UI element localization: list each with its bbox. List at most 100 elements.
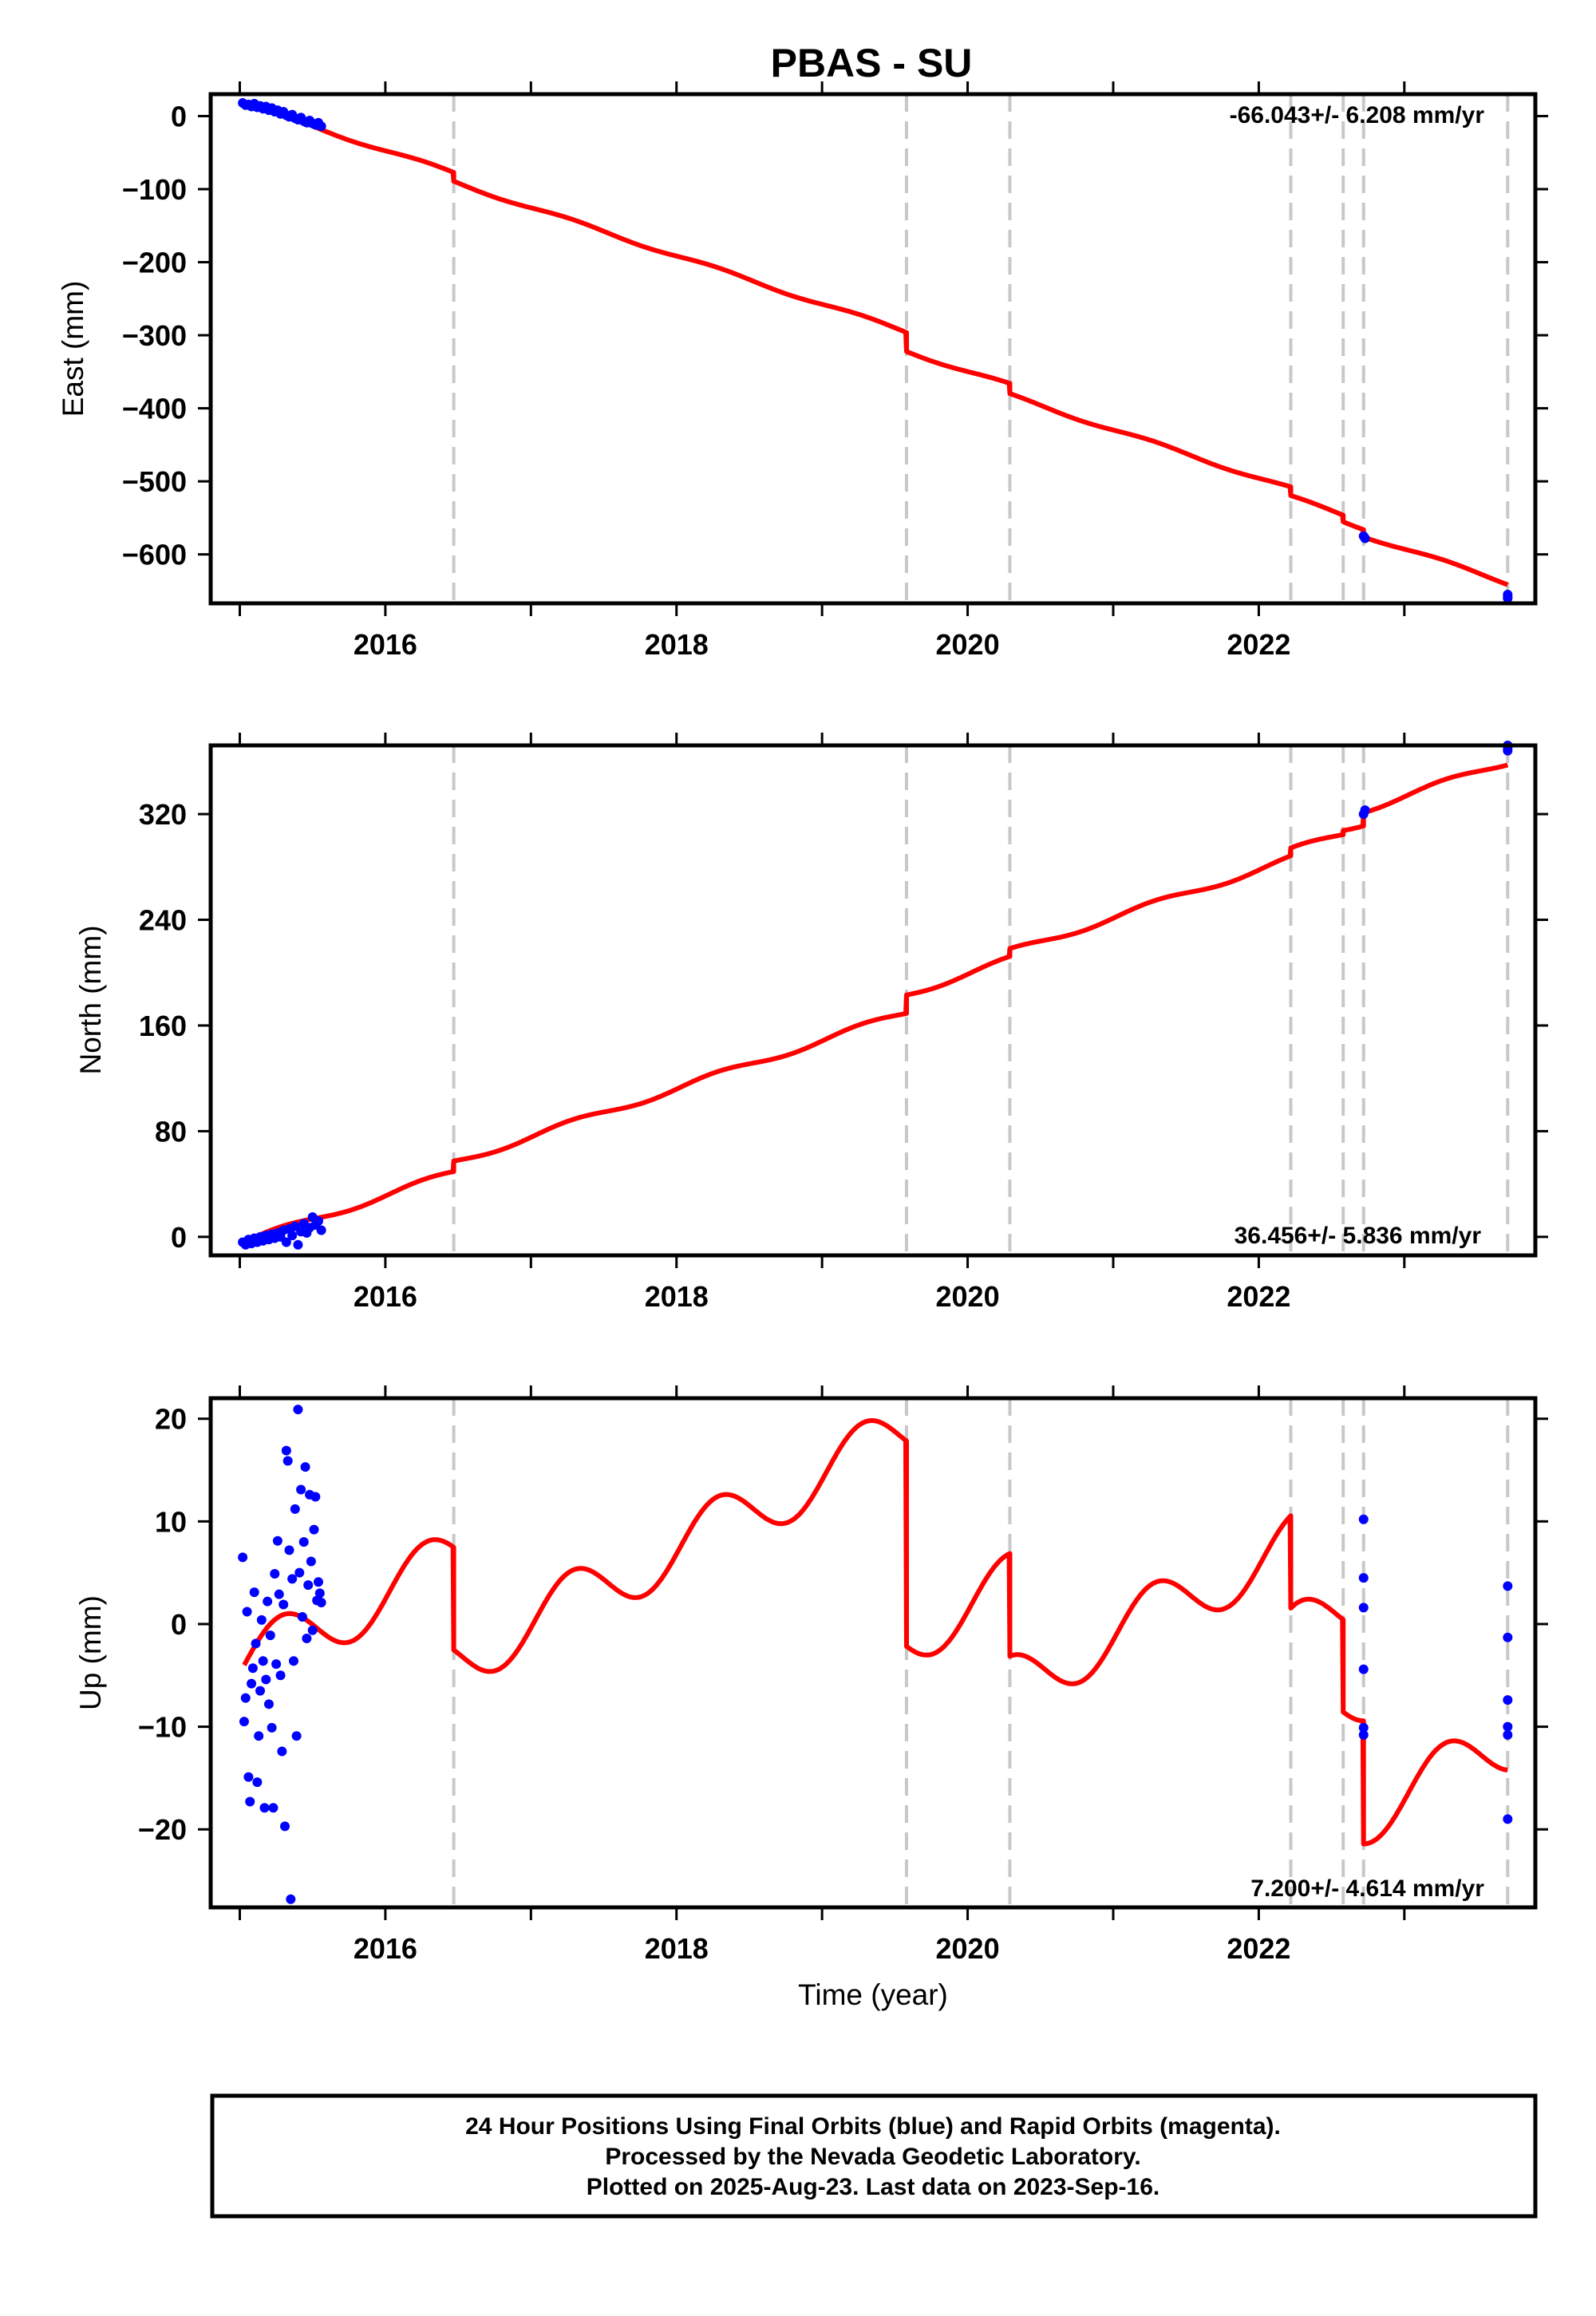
up-final-point: [1358, 1573, 1369, 1583]
up-y-tick-label: 10: [155, 1505, 187, 1538]
up-final-point: [245, 1796, 255, 1807]
north-final-point: [293, 1239, 303, 1250]
up-final-point: [265, 1630, 275, 1641]
up-final-point: [267, 1722, 277, 1733]
up-final-point: [268, 1803, 279, 1813]
up-x-tick-label: 2022: [1227, 1932, 1290, 1965]
up-y-tick-label: 0: [171, 1608, 187, 1641]
up-final-point: [290, 1504, 300, 1514]
up-final-point: [296, 1484, 306, 1495]
up-final-point: [277, 1746, 287, 1757]
up-final-point: [1503, 1695, 1513, 1705]
up-final-point: [284, 1545, 294, 1555]
up-final-point: [254, 1731, 264, 1741]
up-final-point: [1358, 1603, 1369, 1613]
up-panel: 20 10 0 −10 −20 2016 2018 2020 2022 Up (mm) 7.20…: [74, 1385, 1548, 1965]
up-final-point: [279, 1599, 289, 1610]
up-x-tick-label: 2020: [936, 1932, 1000, 1965]
up-final-point: [270, 1568, 280, 1579]
up-final-point: [286, 1894, 296, 1904]
east-x-tick-label: 2022: [1227, 628, 1290, 661]
east-x-tick-label: 2018: [645, 628, 709, 661]
up-ticks: 20 10 0 −10 −20 2016 2018 2020 2022: [138, 1385, 1548, 1965]
north-x-tick-label: 2016: [354, 1280, 417, 1313]
north-final-point: [1360, 805, 1370, 816]
up-final-point: [1503, 1721, 1513, 1732]
up-y-tick-label: 20: [155, 1403, 187, 1436]
north-y-tick-label: 0: [171, 1221, 187, 1254]
east-x-tick-label: 2020: [936, 628, 1000, 661]
up-final-point: [1503, 1814, 1513, 1824]
up-final-point: [1358, 1729, 1369, 1740]
east-panel: 0 −100 −200 −300 −400 −500 −600 2016 2018 2020 202…: [57, 81, 1548, 661]
up-y-axis-label: Up (mm): [74, 1595, 107, 1710]
up-final-point: [310, 1492, 321, 1502]
east-final-point: [1360, 533, 1370, 543]
north-y-tick-label: 320: [139, 798, 187, 831]
up-final-point: [298, 1537, 309, 1547]
east-y-tick-label: −600: [122, 539, 187, 571]
up-rate-label: 7.200+/- 4.614 mm/yr: [1250, 1875, 1484, 1902]
north-y-tick-label: 160: [139, 1010, 187, 1042]
up-final-point: [293, 1405, 303, 1415]
up-final-point: [316, 1597, 326, 1607]
east-ticks: 0 −100 −200 −300 −400 −500 −600 2016 2018 2020 202…: [122, 81, 1548, 661]
up-final-point: [306, 1556, 316, 1567]
north-x-tick-label: 2020: [936, 1280, 1000, 1313]
north-x-tick-label: 2018: [645, 1280, 709, 1313]
north-final-point: [287, 1231, 298, 1241]
up-final-point: [303, 1580, 314, 1591]
up-final-point: [1503, 1632, 1513, 1642]
up-final-point: [238, 1552, 248, 1563]
up-points: [238, 1405, 1513, 1904]
up-final-point: [251, 1638, 261, 1649]
up-final-point: [252, 1777, 263, 1788]
up-final-point: [263, 1596, 273, 1607]
up-final-point: [300, 1462, 310, 1472]
x-axis-label: Time (year): [798, 1978, 948, 2011]
up-final-point: [271, 1659, 282, 1670]
up-final-point: [242, 1607, 252, 1617]
east-final-point: [316, 121, 326, 132]
up-final-point: [272, 1535, 282, 1546]
chart-title: PBAS - SU: [771, 41, 973, 85]
up-plot-frame: [208, 1396, 1538, 1910]
north-event-lines: [452, 745, 1510, 1255]
up-final-point: [247, 1678, 257, 1689]
north-plot-frame: [208, 743, 1538, 1258]
up-final-point: [1358, 1664, 1369, 1674]
footer-line-2: Processed by the Nevada Geodetic Laborat…: [605, 2144, 1140, 2170]
up-final-point: [243, 1772, 254, 1782]
up-final-point: [247, 1663, 258, 1674]
up-final-point: [307, 1625, 318, 1635]
up-final-point: [314, 1588, 325, 1599]
east-final-point: [1503, 593, 1513, 603]
east-event-lines: [452, 94, 1510, 603]
up-y-tick-label: −10: [138, 1711, 187, 1744]
up-final-point: [313, 1577, 323, 1587]
up-final-point: [1358, 1514, 1369, 1524]
up-final-point: [261, 1674, 271, 1685]
north-ticks: 0 80 160 240 320 2016 2018 2020 2022: [139, 733, 1548, 1313]
east-y-tick-label: −500: [122, 465, 187, 498]
up-final-point: [288, 1656, 298, 1666]
up-final-point: [239, 1717, 249, 1727]
east-y-tick-label: −200: [122, 247, 187, 279]
east-y-axis-label: East (mm): [57, 281, 89, 417]
up-model-line: [242, 1418, 1510, 1847]
east-points: [238, 97, 1513, 603]
north-final-point: [316, 1225, 326, 1235]
footer-box: [210, 2093, 1538, 2219]
up-final-point: [275, 1670, 286, 1681]
up-final-point: [263, 1699, 274, 1709]
up-final-point: [1358, 1722, 1369, 1733]
up-x-tick-label: 2018: [645, 1932, 709, 1965]
up-final-point: [249, 1587, 259, 1598]
up-final-point: [258, 1656, 268, 1666]
up-y-tick-label: −20: [138, 1813, 187, 1846]
up-final-point: [256, 1614, 267, 1625]
east-x-tick-label: 2016: [354, 628, 417, 661]
north-final-point: [313, 1215, 323, 1226]
up-final-point: [281, 1445, 291, 1456]
